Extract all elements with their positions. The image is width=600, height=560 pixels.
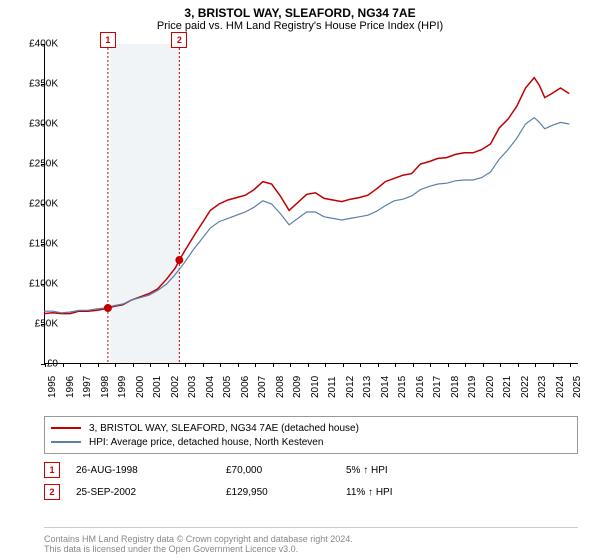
transaction-price: £70,000 bbox=[226, 465, 346, 476]
chart-legend: 3, BRISTOL WAY, SLEAFORD, NG34 7AE (deta… bbox=[44, 416, 578, 454]
transaction-date: 25-SEP-2002 bbox=[76, 487, 226, 498]
x-axis-tick-label: 2014 bbox=[380, 376, 391, 398]
transaction-hpi-delta: 11% ↑ HPI bbox=[346, 487, 393, 498]
x-axis-tick-label: 2007 bbox=[257, 376, 268, 398]
transaction-marker: 2 bbox=[44, 484, 60, 500]
x-axis-tick-label: 2002 bbox=[170, 376, 181, 398]
y-axis-tick-label: £0 bbox=[16, 359, 60, 370]
x-axis-tick-label: 2023 bbox=[537, 376, 548, 398]
x-axis-tick-label: 2009 bbox=[292, 376, 303, 398]
footer-separator bbox=[44, 527, 578, 528]
x-axis-tick-label: 1998 bbox=[100, 376, 111, 398]
transaction-row: 2 25-SEP-2002£129,95011% ↑ HPI bbox=[44, 484, 578, 500]
x-axis-tick-label: 2012 bbox=[345, 376, 356, 398]
legend-item: 3, BRISTOL WAY, SLEAFORD, NG34 7AE (deta… bbox=[51, 421, 571, 435]
x-axis-tick-label: 2025 bbox=[572, 376, 583, 398]
x-axis-tick-label: 2008 bbox=[275, 376, 286, 398]
chart-title: 3, BRISTOL WAY, SLEAFORD, NG34 7AE bbox=[0, 0, 600, 20]
x-axis-tick-label: 2017 bbox=[432, 376, 443, 398]
x-axis-tick-label: 2021 bbox=[502, 376, 513, 398]
y-axis-tick-label: £200K bbox=[16, 199, 60, 210]
x-axis-tick-label: 2001 bbox=[152, 376, 163, 398]
x-axis-tick-label: 2024 bbox=[555, 376, 566, 398]
chart-plot-area bbox=[44, 44, 578, 364]
x-axis-tick-label: 2018 bbox=[450, 376, 461, 398]
x-axis-tick-label: 1997 bbox=[82, 376, 93, 398]
x-axis-tick-label: 2019 bbox=[467, 376, 478, 398]
transaction-marker: 1 bbox=[44, 462, 60, 478]
x-axis-tick-label: 2016 bbox=[415, 376, 426, 398]
legend-item: HPI: Average price, detached house, Nort… bbox=[51, 435, 571, 449]
chart-subtitle: Price paid vs. HM Land Registry's House … bbox=[0, 20, 600, 36]
transaction-price: £129,950 bbox=[226, 487, 346, 498]
legend-swatch bbox=[51, 427, 81, 429]
footer-line: Contains HM Land Registry data © Crown c… bbox=[44, 534, 578, 544]
y-axis-tick-label: £250K bbox=[16, 159, 60, 170]
x-axis-tick-label: 2006 bbox=[240, 376, 251, 398]
x-axis-tick-label: 1995 bbox=[47, 376, 58, 398]
sale-point-marker bbox=[104, 304, 112, 312]
x-axis-tick-label: 1996 bbox=[65, 376, 76, 398]
sale-point-marker bbox=[175, 256, 183, 264]
footer-line: This data is licensed under the Open Gov… bbox=[44, 544, 578, 554]
series-line-hpi bbox=[44, 118, 569, 313]
x-axis-tick-label: 2015 bbox=[397, 376, 408, 398]
y-axis-tick-label: £150K bbox=[16, 239, 60, 250]
transaction-date: 26-AUG-1998 bbox=[76, 465, 226, 476]
x-axis-tick-label: 2004 bbox=[205, 376, 216, 398]
y-axis-tick-label: £350K bbox=[16, 79, 60, 90]
series-line-price_paid bbox=[44, 78, 569, 314]
x-axis-tick-label: 2010 bbox=[310, 376, 321, 398]
transaction-row: 1 26-AUG-1998£70,0005% ↑ HPI bbox=[44, 462, 578, 478]
x-axis-tick-label: 2011 bbox=[327, 376, 338, 398]
transaction-hpi-delta: 5% ↑ HPI bbox=[346, 465, 388, 476]
x-axis-tick-label: 2005 bbox=[222, 376, 233, 398]
y-axis-tick-label: £50K bbox=[16, 319, 60, 330]
x-axis-tick-label: 2003 bbox=[187, 376, 198, 398]
sale-marker-box: 2 bbox=[171, 32, 187, 48]
y-axis-tick-label: £300K bbox=[16, 119, 60, 130]
footer-note: Contains HM Land Registry data © Crown c… bbox=[44, 534, 578, 554]
legend-label: HPI: Average price, detached house, Nort… bbox=[89, 437, 323, 448]
x-axis-tick-label: 2020 bbox=[485, 376, 496, 398]
y-axis-tick-label: £400K bbox=[16, 39, 60, 50]
x-axis-tick-label: 1999 bbox=[117, 376, 128, 398]
x-axis-tick-label: 2013 bbox=[362, 376, 373, 398]
y-axis-tick-label: £100K bbox=[16, 279, 60, 290]
legend-swatch bbox=[51, 441, 81, 443]
legend-label: 3, BRISTOL WAY, SLEAFORD, NG34 7AE (deta… bbox=[89, 423, 359, 434]
sale-marker-box: 1 bbox=[100, 32, 116, 48]
x-axis-tick-label: 2022 bbox=[520, 376, 531, 398]
x-axis-tick-label: 2000 bbox=[135, 376, 146, 398]
